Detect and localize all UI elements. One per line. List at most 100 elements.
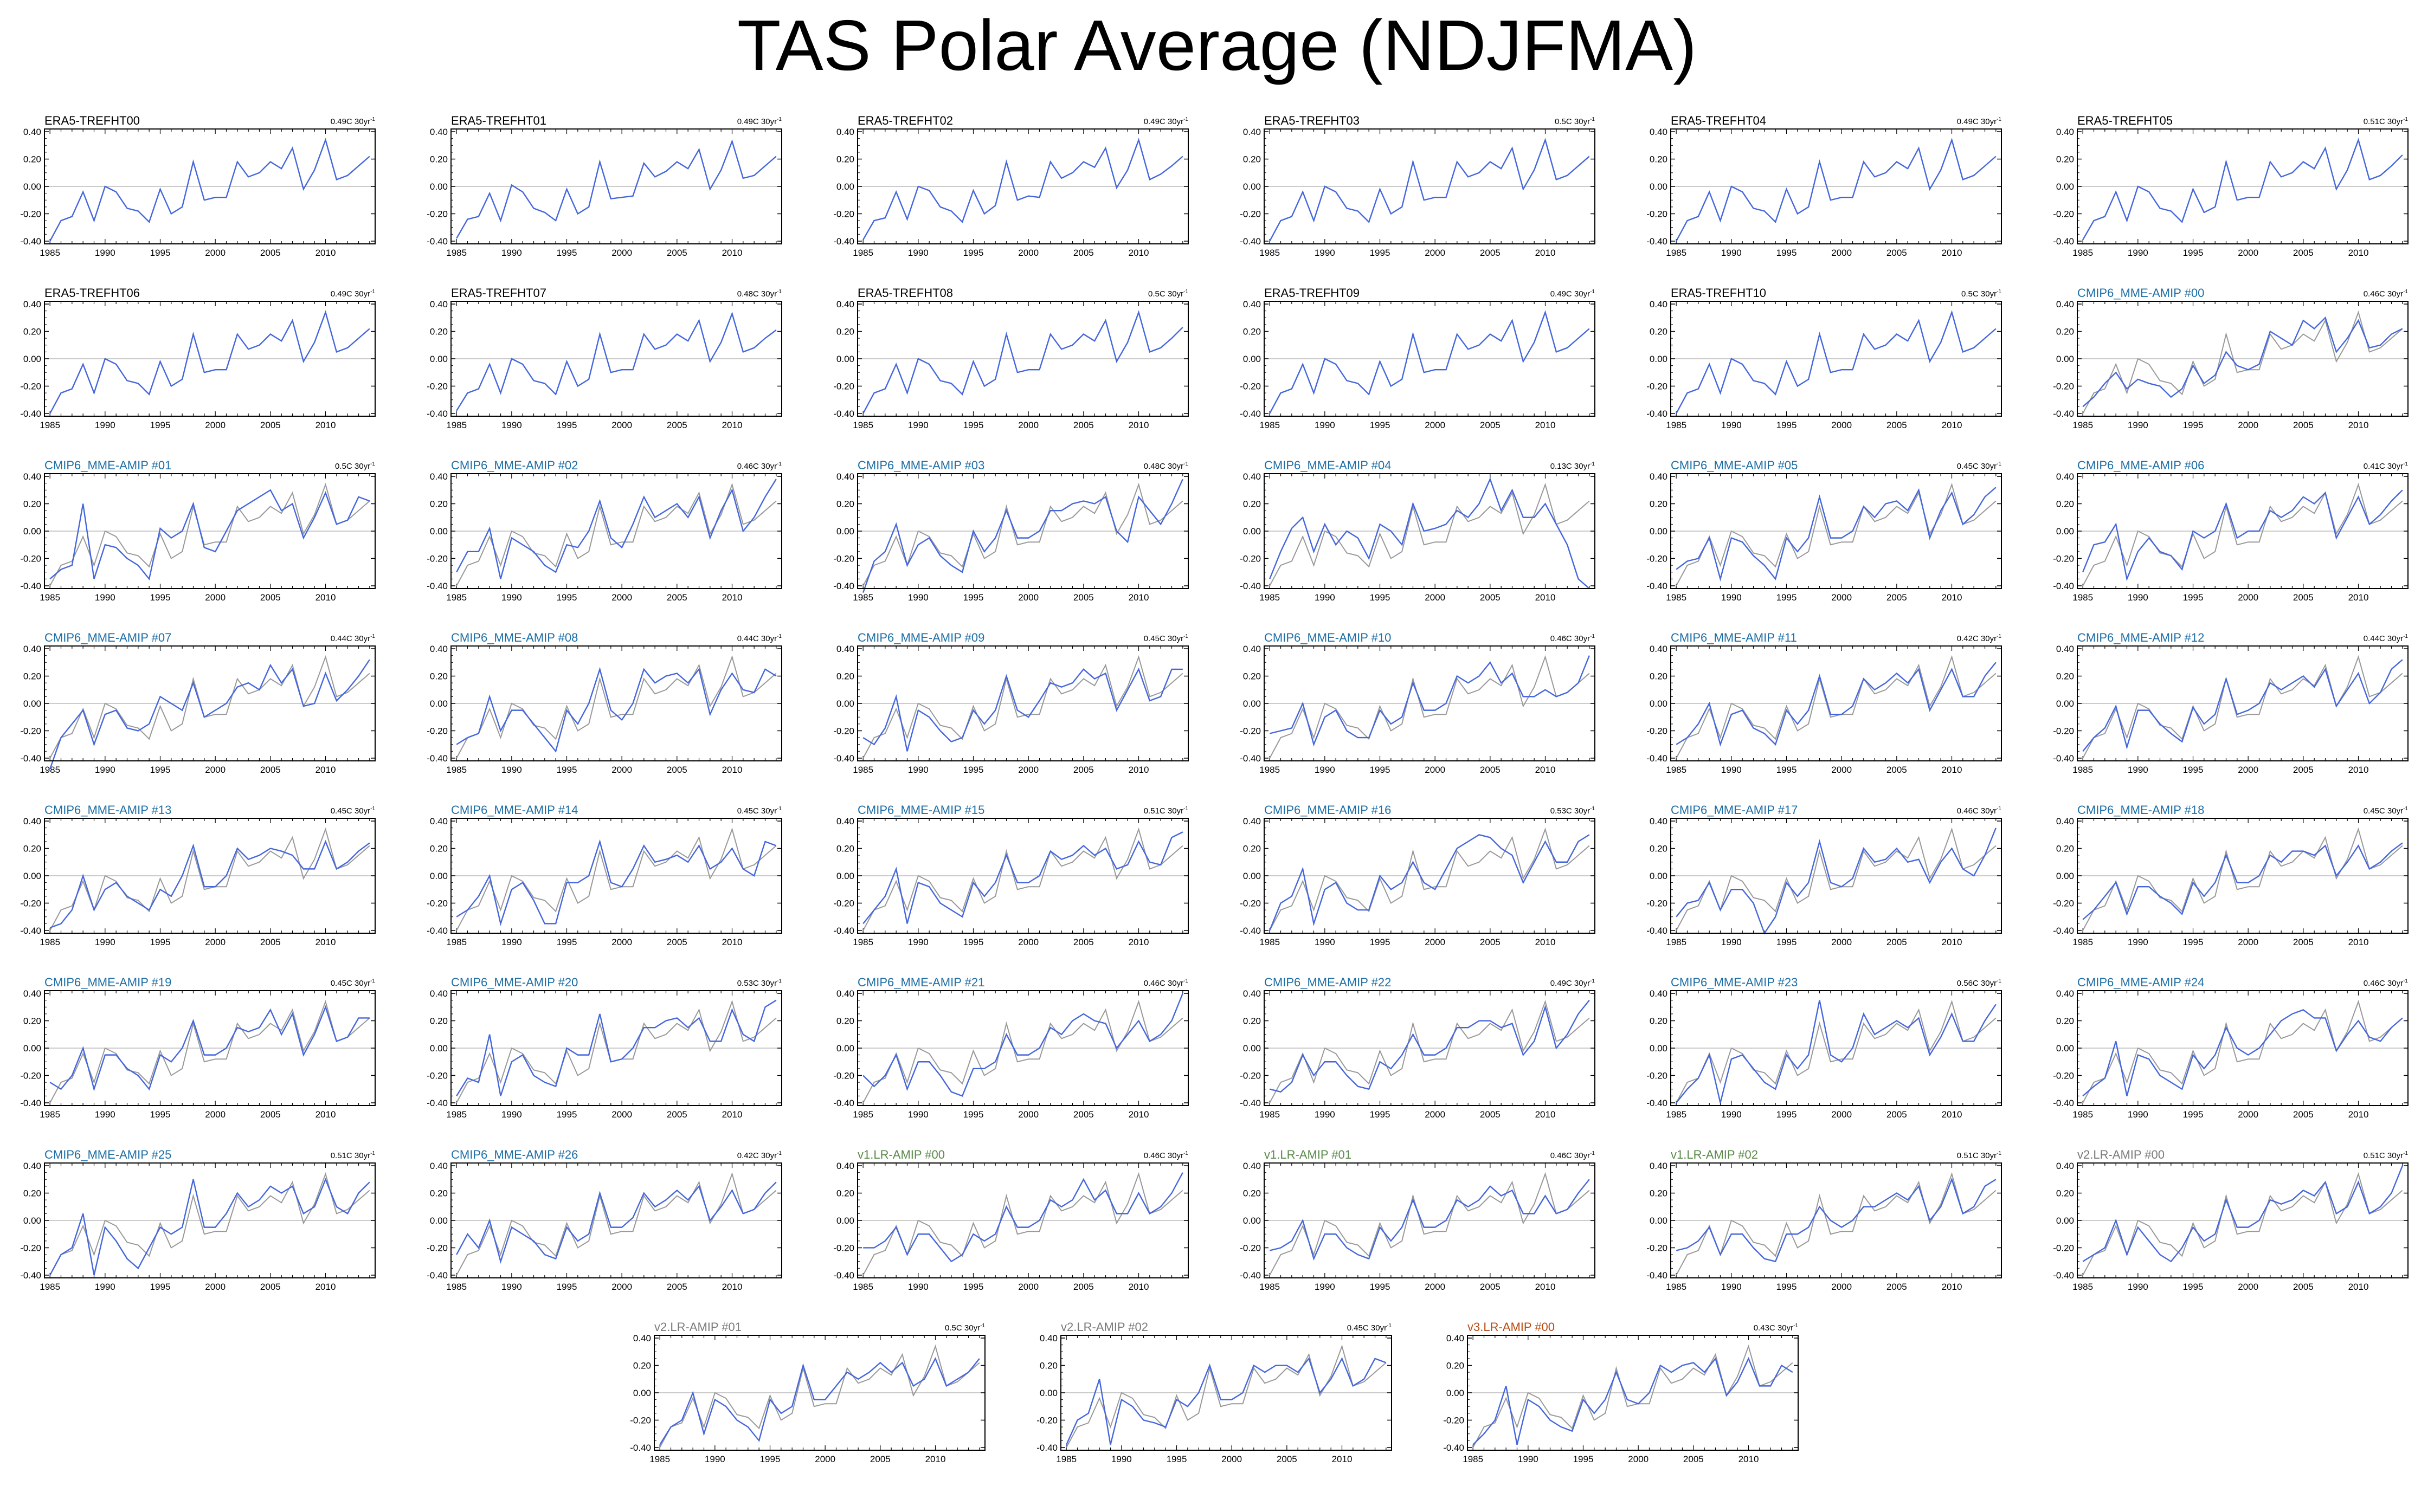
x-tick-label: 1985 [2072, 937, 2093, 947]
y-tick-label: -0.20 [630, 1415, 651, 1425]
y-tick-label: 0.00 [23, 699, 41, 709]
y-tick-label: 0.20 [23, 844, 41, 854]
chart-panel: CMIP6_MME-AMIP #12 0.44C 30yr-1 -0.40 -0.20… [2033, 631, 2412, 793]
trend-exponent: -1 [777, 461, 782, 467]
y-tick-label: 0.40 [23, 816, 41, 826]
y-tick-label: 0.00 [2056, 1043, 2074, 1054]
trend-exponent: -1 [777, 289, 782, 295]
x-tick-label: 2005 [1886, 420, 1907, 430]
trend-exponent: -1 [1590, 461, 1595, 467]
y-tick-label: -0.20 [1646, 209, 1667, 219]
chart-panel: ERA5-TREFHT10 0.5C 30yr-1 -0.40 -0.20 0.00 0.… [1626, 286, 2006, 449]
x-tick-label: 1990 [501, 1109, 522, 1120]
x-tick-label: 1985 [1666, 592, 1686, 603]
y-tick-label: -0.20 [2053, 1243, 2074, 1253]
series-line [1269, 310, 1590, 414]
y-tick-label: -0.20 [1240, 381, 1261, 391]
trend-value: 0.46C 30yr [1956, 806, 1997, 816]
x-tick-label: 1995 [1776, 765, 1797, 775]
panel-plot: -0.40 -0.20 0.00 0.20 0.40 1985 1990 1995 2000 20… [833, 988, 1189, 1120]
y-tick-label: 0.20 [2056, 844, 2074, 854]
chart-panel: CMIP6_MME-AMIP #08 0.44C 30yr-1 -0.40 -0.20… [407, 631, 786, 793]
trend-exponent: -1 [2403, 978, 2408, 984]
panel-trend-label: 0.46C 30yr-1 [1144, 977, 1188, 988]
y-tick-label: 0.00 [836, 182, 854, 192]
trend-value: 0.51C 30yr [1956, 1151, 1997, 1160]
axes-frame [2077, 818, 2409, 934]
x-tick-label: 2000 [1831, 420, 1852, 430]
x-tick-label: 1995 [1776, 1282, 1797, 1292]
trend-value: 0.51C 30yr [2363, 117, 2404, 126]
y-tick-label: 0.20 [836, 671, 854, 682]
y-tick-label: 0.20 [1650, 154, 1667, 165]
y-tick-label: 0.20 [1650, 844, 1667, 854]
panel-plot: -0.40 -0.20 0.00 0.20 0.40 1985 1990 1995 2000 20… [427, 127, 782, 258]
axes-frame [44, 818, 376, 934]
trend-value: 0.41C 30yr [2363, 462, 2404, 471]
y-tick-label: 0.20 [430, 499, 448, 509]
panel-title: CMIP6_MME-AMIP #03 [858, 458, 985, 472]
x-tick-label: 1995 [1370, 1109, 1390, 1120]
y-tick-label: 0.00 [836, 871, 854, 881]
y-tick-label: 0.00 [1243, 354, 1261, 364]
y-tick-label: -0.40 [2053, 581, 2074, 591]
reference-series-line [49, 655, 370, 759]
panel-title: ERA5-TREFHT04 [1671, 114, 1767, 127]
chart-panel: v1.LR-AMIP #02 0.51C 30yr-1 -0.40 -0.20 0.00… [1626, 1148, 2006, 1310]
trend-exponent: -1 [1183, 461, 1188, 467]
x-tick-label: 2000 [1221, 1454, 1242, 1464]
chart-panel: CMIP6_MME-AMIP #11 0.42C 30yr-1 -0.40 -0.20… [1626, 631, 2006, 793]
x-tick-label: 2000 [2238, 1282, 2258, 1292]
y-tick-label: 0.40 [2056, 471, 2074, 482]
x-tick-label: 2010 [1129, 248, 1149, 258]
panel-title: CMIP6_MME-AMIP #06 [2077, 458, 2205, 472]
y-tick-label: -0.20 [427, 553, 448, 564]
panel-title: ERA5-TREFHT02 [858, 114, 954, 127]
reference-series-line [1676, 1172, 1997, 1276]
x-tick-label: 2000 [1831, 765, 1852, 775]
trend-exponent: -1 [1183, 806, 1188, 812]
y-tick-label: -0.20 [20, 726, 41, 736]
x-tick-label: 1990 [501, 248, 522, 258]
y-tick-label: -0.40 [427, 409, 448, 419]
series-line [2082, 1165, 2403, 1263]
x-tick-label: 1995 [1370, 937, 1390, 947]
reference-series-line [1269, 1172, 1590, 1276]
axes-frame [857, 645, 1189, 761]
x-tick-label: 2000 [1425, 765, 1445, 775]
panel-plot: -0.40 -0.20 0.00 0.20 0.40 1985 1990 1995 2000 20… [1240, 127, 1595, 258]
x-tick-label: 2000 [1425, 592, 1445, 603]
panel-title: CMIP6_MME-AMIP #16 [1264, 803, 1392, 817]
x-tick-label: 2005 [1886, 937, 1907, 947]
y-tick-label: -0.20 [20, 209, 41, 219]
y-tick-label: -0.40 [1240, 581, 1261, 591]
panel-plot: -0.40 -0.20 0.00 0.20 0.40 1985 1990 1995 2000 20… [1240, 1161, 1595, 1292]
x-tick-label: 1990 [1315, 765, 1335, 775]
y-tick-label: 0.00 [23, 182, 41, 192]
y-tick-label: 0.40 [1243, 471, 1261, 482]
y-tick-label: 0.20 [430, 671, 448, 682]
y-tick-label: -0.40 [2053, 1270, 2074, 1281]
y-tick-label: -0.20 [1240, 726, 1261, 736]
series-line [1676, 1177, 1997, 1263]
x-tick-label: 1985 [40, 420, 60, 430]
y-tick-label: 0.20 [2056, 1016, 2074, 1026]
y-tick-label: 0.20 [836, 327, 854, 337]
y-tick-label: 0.00 [1446, 1388, 1464, 1398]
x-tick-label: 2010 [722, 937, 743, 947]
panel-title: CMIP6_MME-AMIP #00 [2077, 286, 2205, 300]
panel-trend-label: 0.41C 30yr-1 [2364, 460, 2408, 471]
x-tick-label: 1990 [705, 1454, 725, 1464]
reference-series-line [49, 1172, 370, 1276]
panel-title: CMIP6_MME-AMIP #19 [44, 975, 172, 989]
panel-title: CMIP6_MME-AMIP #07 [44, 631, 172, 644]
panel-plot: -0.40 -0.20 0.00 0.20 0.40 1985 1990 1995 2000 20… [20, 299, 376, 430]
y-tick-label: -0.20 [2053, 209, 2074, 219]
panel-trend-label: 0.44C 30yr-1 [737, 632, 782, 644]
x-tick-label: 1985 [1666, 765, 1686, 775]
series-line [862, 667, 1183, 752]
x-tick-label: 1995 [2183, 420, 2204, 430]
panel-plot: -0.40 -0.20 0.00 0.20 0.40 1985 1990 1995 2000 20… [2053, 988, 2409, 1120]
y-tick-label: -0.20 [833, 898, 854, 908]
